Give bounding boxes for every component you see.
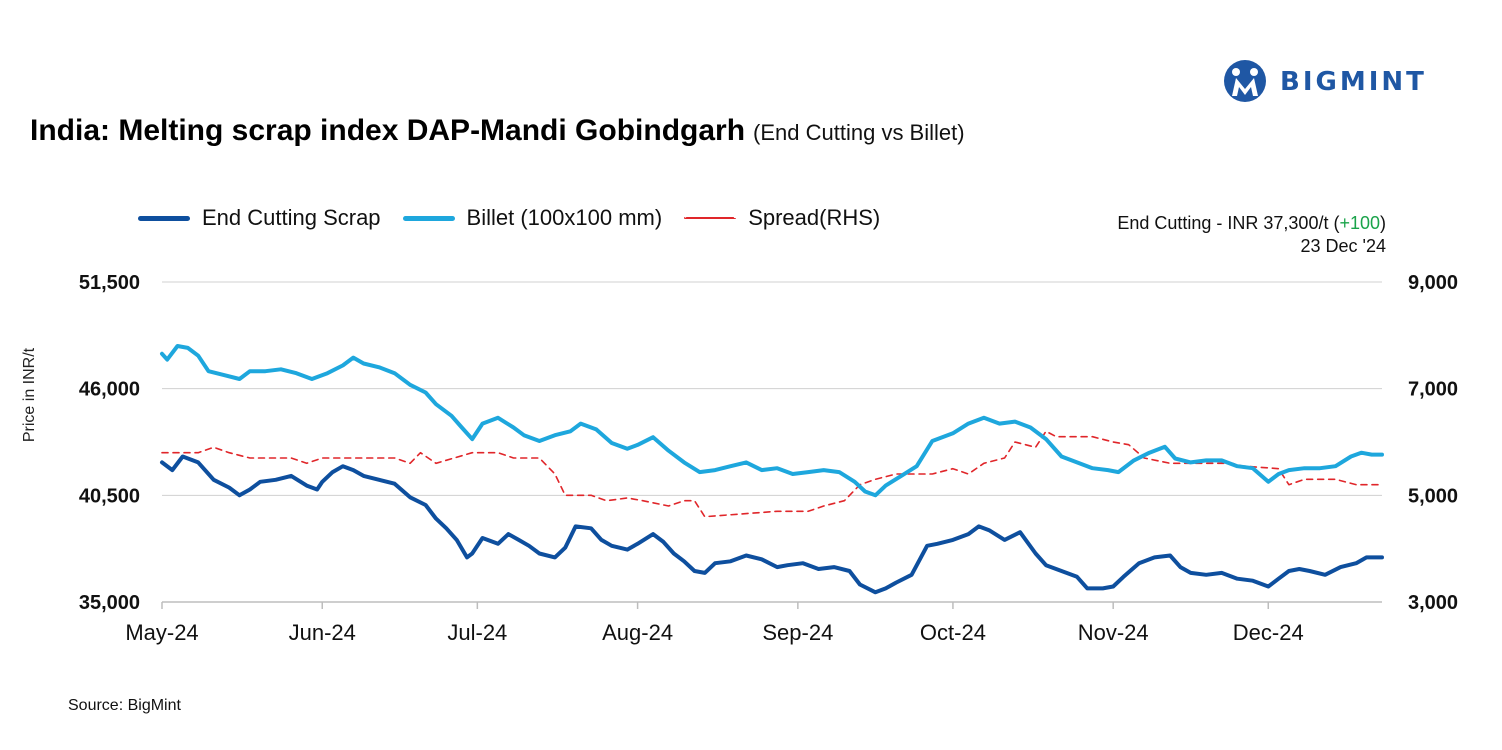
chart-legend: End Cutting Scrap Billet (100x100 mm) Spre… bbox=[138, 205, 902, 231]
y-tick-label: 46,000 bbox=[79, 379, 140, 401]
latest-price-date: 23 Dec '24 bbox=[1300, 236, 1387, 256]
legend-item: End Cutting Scrap bbox=[138, 205, 381, 231]
legend-swatch bbox=[138, 215, 190, 221]
series-line-spread bbox=[161, 430, 1383, 518]
x-tick-label: Oct-24 bbox=[920, 620, 986, 645]
latest-price-annotation: End Cutting - INR 37,300/t (+100) 23 Dec… bbox=[1117, 212, 1386, 258]
y2-tick-label: 3,000 bbox=[1408, 592, 1458, 614]
legend-label: End Cutting Scrap bbox=[202, 205, 381, 230]
y-axis-title: Price in INR/t bbox=[21, 347, 38, 442]
legend-item: Billet (100x100 mm) bbox=[402, 205, 663, 231]
y-tick-label: 35,000 bbox=[79, 592, 140, 614]
bigmint-logo: BIGMINT bbox=[1222, 58, 1462, 104]
x-tick-label: May-24 bbox=[125, 620, 198, 645]
brand-name: BIGMINT bbox=[1280, 67, 1427, 97]
series-line-end-cutting-scrap bbox=[160, 454, 1384, 595]
x-tick-label: Sep-24 bbox=[762, 620, 833, 645]
y-tick-label: 51,500 bbox=[79, 272, 140, 294]
legend-item: Spread(RHS) bbox=[684, 205, 880, 231]
latest-price-text: End Cutting - INR 37,300/t ( bbox=[1117, 213, 1340, 233]
chart-subtitle: (End Cutting vs Billet) bbox=[753, 120, 965, 145]
y2-tick-label: 5,000 bbox=[1408, 485, 1458, 507]
x-tick-label: Jul-24 bbox=[447, 620, 507, 645]
legend-label: Billet (100x100 mm) bbox=[466, 205, 663, 230]
y2-tick-label: 9,000 bbox=[1408, 272, 1458, 294]
y-tick-label: 40,500 bbox=[79, 485, 140, 507]
legend-swatch bbox=[684, 217, 737, 219]
chart-title: India: Melting scrap index DAP-Mandi Gob… bbox=[30, 114, 746, 147]
x-tick-label: Aug-24 bbox=[602, 620, 673, 645]
price-change-value: +100 bbox=[1339, 213, 1380, 233]
latest-price-line: End Cutting - INR 37,300/t (+100) bbox=[1117, 212, 1386, 235]
series-line-billet bbox=[160, 344, 1384, 498]
x-tick-label: Dec-24 bbox=[1233, 620, 1304, 645]
bigmint-logo-mark-icon bbox=[1224, 60, 1266, 102]
x-tick-label: Jun-24 bbox=[289, 620, 356, 645]
legend-label: Spread(RHS) bbox=[748, 205, 881, 230]
x-tick-label: Nov-24 bbox=[1078, 620, 1149, 645]
legend-swatch bbox=[402, 215, 455, 221]
y2-tick-label: 7,000 bbox=[1408, 379, 1458, 401]
chart-title-block: India: Melting scrap index DAP-Mandi Gob… bbox=[30, 114, 965, 148]
latest-price-suffix: ) bbox=[1380, 213, 1386, 233]
source-note: Source: BigMint bbox=[68, 697, 181, 714]
